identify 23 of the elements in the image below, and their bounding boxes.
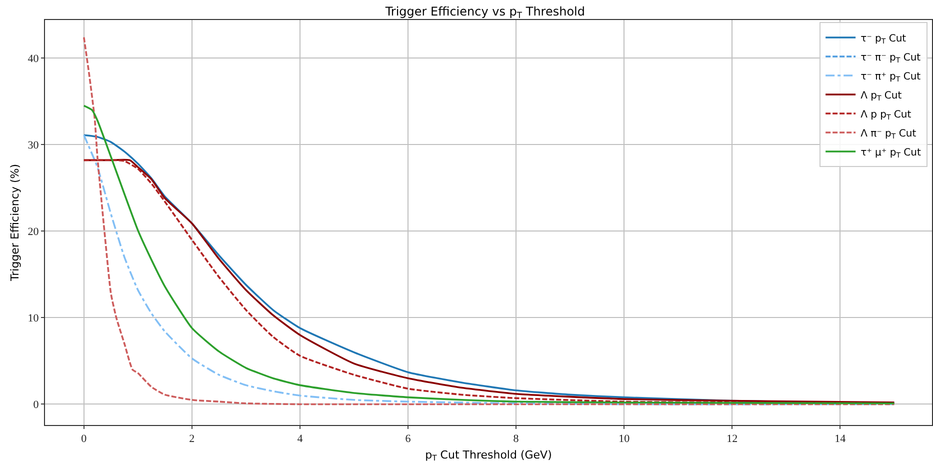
x-tick-label: 10 — [618, 433, 630, 446]
x-tick-label: 4 — [297, 433, 304, 446]
y-tick-label: 0 — [33, 399, 40, 412]
x-tick-label: 12 — [726, 433, 738, 446]
chart-title: Trigger Efficiency vs p$_{T}$ Threshold — [384, 4, 586, 20]
legend-label: Λ p$_{T}$ Cut — [860, 90, 902, 103]
legend-label: τ⁻ p$_{T}$ Cut — [860, 33, 906, 46]
x-tick-label: 6 — [405, 433, 412, 446]
y-tick-label: 20 — [28, 226, 40, 238]
y-tick-label: 10 — [28, 312, 40, 325]
legend-label: τ⁻ π⁺ p$_{T}$ Cut — [860, 71, 921, 84]
legend-label: τ⁺ μ⁺ p$_{T}$ Cut — [860, 147, 921, 160]
x-tick-label: 2 — [189, 433, 195, 446]
x-tick-label: 14 — [834, 433, 846, 446]
legend-label: Λ π⁻ p$_{T}$ Cut — [860, 128, 916, 141]
x-axis-title: p$_{T}$ Cut Threshold (GeV) — [425, 448, 552, 463]
legend-label: τ⁻ π⁻ p$_{T}$ Cut — [860, 52, 921, 65]
x-tick-label: 0 — [81, 433, 88, 446]
x-tick-label: 8 — [513, 433, 520, 446]
legend-label: Λ p p$_{T}$ Cut — [860, 109, 912, 122]
y-axis-title: Trigger Efficiency (%) — [8, 164, 22, 282]
y-tick-label: 30 — [28, 139, 40, 152]
y-tick-label: 40 — [28, 52, 40, 65]
